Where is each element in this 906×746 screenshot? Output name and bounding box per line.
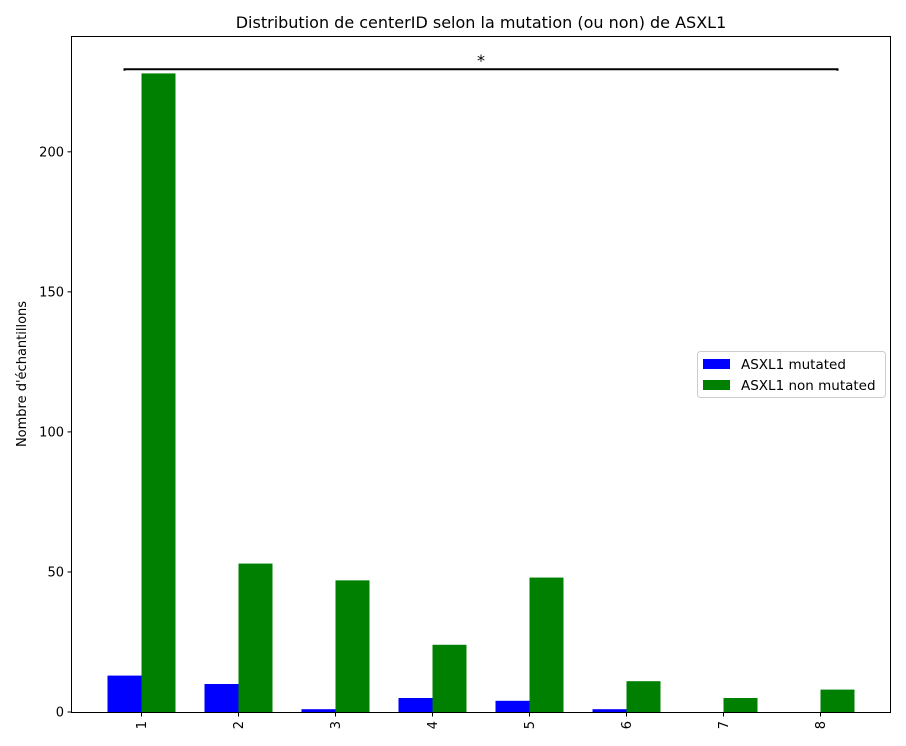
legend-label-mutated: ASXL1 mutated [741,357,846,373]
y-tick-label: 150 [39,285,64,300]
y-tick-label: 200 [39,145,64,160]
bar-non-mutated-7 [723,697,758,712]
x-tick-label: 2 [232,721,247,729]
bar-non-mutated-8 [820,689,855,712]
x-axis: 1 2 3 4 5 6 7 8 [135,712,829,729]
bar-mutated-4 [398,697,433,712]
x-tick-label: 8 [814,721,829,729]
bar-mutated-1 [107,675,142,712]
significance-star: * [477,51,485,70]
bar-mutated-5 [495,700,530,712]
y-tick-label: 0 [56,706,64,721]
bar-mutated-6 [592,709,627,712]
bar-non-mutated-1 [141,73,176,713]
y-tick-label: 100 [39,425,64,440]
x-tick-label: 3 [329,721,344,729]
legend-label-non-mutated: ASXL1 non mutated [741,378,876,394]
plot-frame [71,36,891,713]
x-tick-label: 1 [135,721,150,729]
y-axis-label: Nombre d'échantillons [15,301,30,447]
y-tick-label: 50 [47,565,64,580]
bar-non-mutated-4 [432,644,467,712]
bar-mutated-2 [204,683,239,712]
x-tick-label: 6 [620,721,635,729]
legend-swatch-mutated [703,359,730,369]
x-tick-label: 4 [426,721,441,729]
legend-swatch-non-mutated [703,380,730,390]
bar-non-mutated-6 [626,681,661,712]
significance-bracket [123,68,839,71]
significance-annotation: * [123,51,839,71]
bar-mutated-3 [301,709,336,712]
bar-non-mutated-3 [335,580,370,712]
legend-box [697,351,886,398]
x-tick-label: 7 [717,721,732,729]
x-tick-label: 5 [523,721,538,729]
bar-non-mutated-5 [529,577,564,712]
y-axis: 0 50 100 150 200 [39,145,72,721]
chart-title: Distribution de centerID selon la mutati… [236,13,727,32]
legend: ASXL1 mutated ASXL1 non mutated [697,351,886,398]
bar-non-mutated-2 [238,563,273,712]
bars-group [107,73,855,713]
